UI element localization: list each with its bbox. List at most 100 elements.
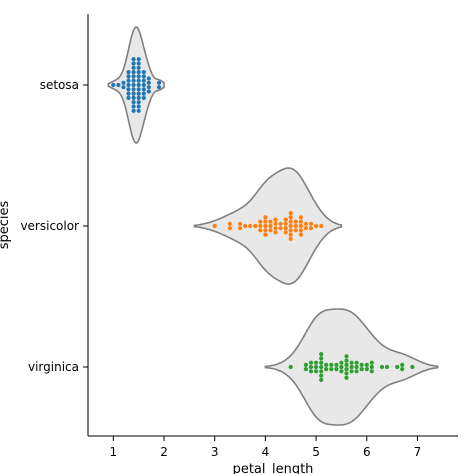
point-versicolor [263,215,268,220]
point-versicolor [243,223,248,229]
point-versicolor [298,232,303,237]
point-virginica [344,358,349,363]
point-virginica [354,360,359,365]
point-virginica [334,367,339,372]
y-axis-title: species [0,201,12,250]
point-setosa [131,65,136,70]
point-virginica [329,367,334,372]
point-setosa [136,74,141,79]
point-virginica [329,362,334,367]
point-versicolor [308,226,314,231]
point-setosa [141,74,146,79]
point-versicolor [283,230,288,235]
point-versicolor [298,223,303,229]
point-virginica [303,362,308,367]
point-versicolor [263,232,268,237]
point-versicolor [238,221,243,226]
point-setosa [141,91,146,96]
point-versicolor [308,221,314,226]
point-setosa [136,108,141,113]
point-versicolor [227,221,232,226]
point-versicolor [263,228,268,233]
point-setosa [131,70,136,75]
point-versicolor [293,219,298,224]
point-setosa [141,82,146,88]
point-virginica [324,362,329,367]
point-setosa [121,85,126,90]
point-virginica [359,367,364,372]
point-versicolor [283,226,288,231]
point-versicolor [268,223,273,229]
point-setosa [136,87,141,92]
point-setosa [126,95,131,100]
point-versicolor [258,228,263,233]
point-setosa [136,100,141,105]
point-setosa [141,87,146,92]
point-setosa [136,95,141,100]
point-setosa [136,91,141,96]
point-setosa [126,87,131,92]
point-versicolor [314,223,319,229]
point-virginica [410,364,415,370]
point-versicolor [273,226,278,231]
point-setosa [131,74,136,79]
point-versicolor [288,232,293,237]
x-tick-label: 3 [211,445,219,459]
point-virginica [364,362,369,367]
point-versicolor [248,223,253,229]
point-virginica [314,364,319,370]
point-versicolor [288,228,293,233]
point-versicolor [273,217,278,222]
point-virginica [349,360,354,365]
point-versicolor [273,230,278,235]
point-virginica [339,369,344,374]
point-versicolor [273,221,278,226]
point-setosa [141,78,146,83]
point-virginica [319,369,324,374]
point-versicolor [288,236,293,241]
point-virginica [344,354,349,359]
point-setosa [126,78,131,83]
point-virginica [324,367,329,372]
violin-setosa [107,26,165,144]
point-setosa [131,91,136,96]
swarm-points-layer [111,57,415,382]
point-virginica [354,369,359,374]
point-virginica [349,364,354,370]
point-versicolor [283,217,288,222]
x-tick-label: 7 [414,445,422,459]
point-setosa [141,70,146,75]
point-setosa [131,82,136,88]
point-setosa [136,65,141,70]
point-virginica [395,364,400,370]
point-virginica [359,362,364,367]
point-setosa [126,82,131,88]
point-versicolor [293,223,298,229]
point-virginica [308,360,314,365]
point-setosa [146,76,151,81]
point-virginica [344,362,349,367]
point-virginica [319,356,324,361]
point-virginica [400,362,405,367]
point-versicolor [258,223,263,229]
point-setosa [136,82,141,88]
point-virginica [369,364,374,370]
point-virginica [319,352,324,357]
point-versicolor [288,219,293,224]
point-versicolor [278,221,283,226]
x-tick-label: 6 [363,445,371,459]
point-versicolor [298,219,303,224]
point-virginica [339,360,344,365]
point-versicolor [268,219,273,224]
point-versicolor [238,226,243,231]
point-virginica [400,367,405,372]
point-virginica [288,364,293,370]
point-setosa [131,78,136,83]
point-setosa [136,70,141,75]
x-axis-title: petal_length [233,462,314,474]
point-setosa [126,74,131,79]
point-virginica [379,364,385,370]
point-virginica [369,369,374,374]
point-virginica [303,367,308,372]
